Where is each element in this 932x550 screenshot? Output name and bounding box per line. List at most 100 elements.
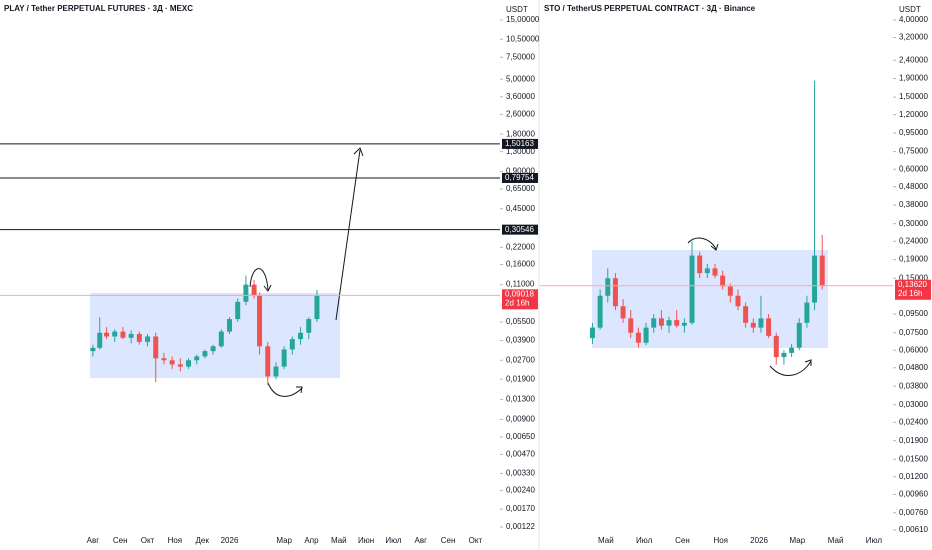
y-tick-label: 0,00760 — [899, 508, 928, 517]
x-tick-label: Авг — [415, 536, 428, 545]
candle-body — [704, 268, 710, 274]
candle-body — [161, 358, 167, 361]
y-tick-label: 0,02700 — [506, 355, 535, 364]
y-tick-label: 3,60000 — [506, 92, 535, 101]
y-tick-label: 0,03000 — [899, 400, 928, 409]
y-tick-label: 0,01900 — [506, 374, 535, 383]
axis-unit: USDT — [899, 5, 921, 14]
candle-body — [194, 356, 200, 361]
candle-body — [658, 318, 664, 326]
arrow-head — [353, 147, 364, 157]
y-tick-label: 0,04800 — [899, 363, 928, 372]
candle-body — [265, 346, 271, 377]
y-tick-label: 4,00000 — [899, 15, 928, 24]
x-tick-label: Окт — [469, 536, 483, 545]
y-tick-label: 1,30000 — [506, 147, 535, 156]
candle-body — [773, 335, 779, 358]
y-tick-label: 0,11000 — [506, 280, 535, 289]
candle-body — [136, 333, 142, 342]
candle-body — [128, 333, 134, 338]
hook — [687, 237, 717, 250]
y-tick-label: 0,02400 — [899, 417, 928, 426]
candle-body — [750, 322, 756, 328]
candle-body — [120, 331, 126, 338]
y-tick-label: 1,50000 — [899, 92, 928, 101]
candle-body — [235, 301, 241, 320]
y-tick-label: 0,03800 — [899, 381, 928, 390]
level-label: 1,50163 — [505, 139, 534, 148]
candle-body — [620, 306, 626, 319]
candle-body — [306, 319, 312, 333]
candle-body — [758, 318, 764, 328]
candle-body — [743, 306, 749, 323]
candle-body — [90, 347, 96, 352]
y-tick-label: 0,22000 — [506, 242, 535, 251]
candle-body — [697, 255, 703, 274]
candle-body — [104, 332, 110, 337]
arrow-head — [710, 243, 719, 251]
y-tick-label: 0,01300 — [506, 395, 535, 404]
candle-body — [674, 320, 680, 326]
x-tick-label: Май — [598, 536, 614, 545]
candle-body — [789, 347, 795, 353]
candle-body — [651, 318, 657, 328]
candle-body — [169, 360, 175, 365]
hook — [267, 382, 303, 397]
y-tick-label: 0,00170 — [506, 504, 535, 513]
candle-body — [605, 278, 611, 296]
y-tick-label: 0,00122 — [506, 522, 535, 531]
x-tick-label: Авг — [87, 536, 100, 545]
axis-unit: USDT — [506, 5, 528, 14]
candle-body — [766, 318, 772, 336]
arrow-head — [296, 386, 303, 394]
candle-body — [218, 331, 224, 347]
candle-body — [819, 255, 825, 286]
candle-body — [720, 275, 726, 287]
y-tick-label: 0,38000 — [899, 200, 928, 209]
y-tick-label: 0,65000 — [506, 184, 535, 193]
candle-body — [597, 295, 603, 328]
y-tick-label: 0,00330 — [506, 469, 535, 478]
hook — [249, 268, 269, 291]
y-tick-label: 0,75000 — [899, 147, 928, 156]
candle-body — [210, 346, 216, 352]
y-tick-label: 0,16000 — [506, 260, 535, 269]
x-tick-label: 2026 — [750, 536, 768, 545]
candle-body — [727, 286, 733, 296]
x-tick-label: Июл — [636, 536, 653, 545]
candle-body — [643, 327, 649, 343]
candle-body — [227, 319, 233, 332]
y-tick-label: 0,01200 — [899, 472, 928, 481]
x-tick-label: Ноя — [713, 536, 728, 545]
y-tick-label: 0,00900 — [506, 415, 535, 424]
candle-body — [97, 332, 103, 348]
y-tick-label: 0,07500 — [899, 328, 928, 337]
x-tick-label: Окт — [141, 536, 155, 545]
y-tick-label: 0,95000 — [899, 128, 928, 137]
candle-body — [251, 284, 257, 296]
level-tag — [502, 138, 538, 149]
y-tick-label: 1,80000 — [506, 129, 535, 138]
candle-body — [735, 295, 741, 307]
y-tick-label: 0,24000 — [899, 236, 928, 245]
y-tick-label: 0,03900 — [506, 336, 535, 345]
arrow-head — [804, 359, 812, 366]
y-tick-label: 0,00610 — [899, 525, 928, 534]
x-tick-label: Дек — [195, 536, 209, 545]
y-tick-label: 0,01500 — [899, 454, 928, 463]
y-tick-label: 0,00960 — [899, 489, 928, 498]
y-tick-label: 0,60000 — [899, 164, 928, 173]
last-price-label: 0,13620 — [898, 280, 927, 289]
candle-body — [666, 320, 672, 326]
candle-body — [145, 336, 151, 342]
y-tick-label: 7,50000 — [506, 52, 535, 61]
candle-body — [589, 327, 595, 339]
arrow-head — [263, 284, 272, 292]
candle-body — [612, 278, 618, 307]
candle-body — [186, 360, 192, 367]
x-tick-label: Май — [331, 536, 347, 545]
x-tick-label: Июл — [385, 536, 402, 545]
last-price-label: 0,09018 — [505, 289, 534, 298]
candle-body — [243, 284, 249, 302]
